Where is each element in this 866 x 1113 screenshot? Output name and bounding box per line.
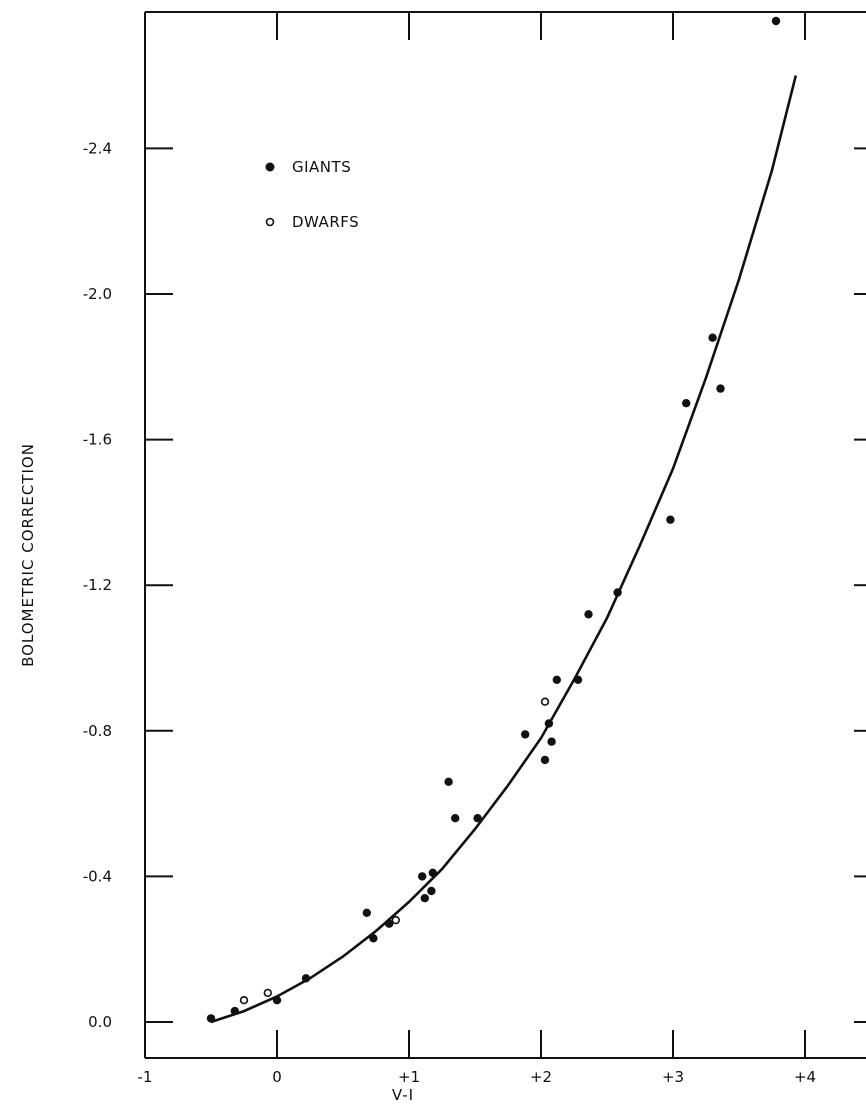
giant-point bbox=[451, 814, 460, 823]
giant-point bbox=[584, 610, 593, 619]
x-tick-label: +4 bbox=[794, 1068, 816, 1086]
legend-giants-label: GIANTS bbox=[292, 158, 351, 176]
giant-point bbox=[708, 333, 717, 342]
tick-labels: -1 0 +1 +2 +3 +4 0.0 -0.4 -0.8 -1.2 -1.6 -2.0 -2.4 bbox=[83, 139, 816, 1086]
legend-dwarfs-label: DWARFS bbox=[292, 213, 359, 231]
y-tick-label: -2.4 bbox=[83, 139, 112, 157]
giant-point bbox=[716, 384, 725, 393]
giant-point bbox=[444, 777, 453, 786]
y-tick-label: -0.8 bbox=[83, 722, 112, 740]
y-tick-label: -0.4 bbox=[83, 867, 112, 885]
legend-dwarfs-marker bbox=[265, 217, 275, 227]
x-tick-label: 0 bbox=[272, 1068, 282, 1086]
dwarf-point bbox=[263, 988, 272, 998]
giant-point bbox=[418, 872, 427, 881]
giant-point bbox=[230, 1006, 239, 1016]
giant-point bbox=[521, 730, 530, 739]
dwarf-point bbox=[391, 915, 400, 925]
giant-point bbox=[301, 974, 311, 983]
giant-point bbox=[428, 868, 437, 877]
y-tick-label: -1.6 bbox=[83, 431, 112, 449]
y-tick-label: 0.0 bbox=[88, 1013, 112, 1031]
y-tick-label: -2.0 bbox=[83, 285, 112, 303]
giant-point bbox=[369, 934, 378, 943]
giant-point bbox=[547, 737, 556, 746]
giant-point bbox=[427, 886, 436, 896]
giant-point bbox=[385, 919, 394, 928]
x-tick-label: +1 bbox=[398, 1068, 420, 1086]
giant-point bbox=[272, 996, 282, 1005]
x-axis-title: V-I bbox=[392, 1086, 414, 1104]
giant-point bbox=[420, 894, 429, 903]
x-tick-label: +2 bbox=[530, 1068, 552, 1086]
giant-point bbox=[540, 755, 550, 765]
giant-point bbox=[544, 719, 554, 728]
giant-point bbox=[682, 399, 691, 408]
y-axis-title: BOLOMETRIC CORRECTION bbox=[19, 443, 37, 667]
dwarf-point bbox=[239, 995, 249, 1005]
y-tick-label: -1.2 bbox=[83, 576, 112, 594]
plot-frame bbox=[144, 11, 866, 1059]
data-points bbox=[206, 16, 781, 1023]
giant-point bbox=[552, 675, 561, 684]
giant-point bbox=[573, 675, 583, 684]
dwarf-point bbox=[540, 697, 550, 706]
ticks bbox=[145, 12, 866, 1058]
x-tick-label: -1 bbox=[138, 1068, 153, 1086]
giant-point bbox=[666, 515, 675, 524]
x-tick-label: +3 bbox=[662, 1068, 684, 1086]
legend-giants-marker bbox=[265, 162, 275, 172]
giant-point bbox=[473, 814, 482, 823]
giant-point bbox=[771, 16, 781, 26]
legend: GIANTS DWARFS bbox=[265, 158, 359, 231]
giant-point bbox=[613, 588, 622, 597]
giant-point bbox=[206, 1014, 216, 1023]
giant-point bbox=[362, 908, 371, 917]
